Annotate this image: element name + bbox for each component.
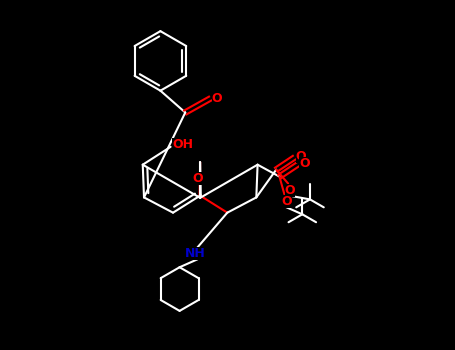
Text: OH: OH	[172, 138, 193, 151]
Text: O: O	[212, 92, 222, 105]
Text: O: O	[192, 172, 203, 185]
Text: NH: NH	[185, 247, 206, 260]
Text: O: O	[281, 195, 292, 208]
Text: O: O	[296, 150, 306, 163]
Text: O: O	[285, 184, 295, 197]
Text: O: O	[299, 157, 309, 170]
